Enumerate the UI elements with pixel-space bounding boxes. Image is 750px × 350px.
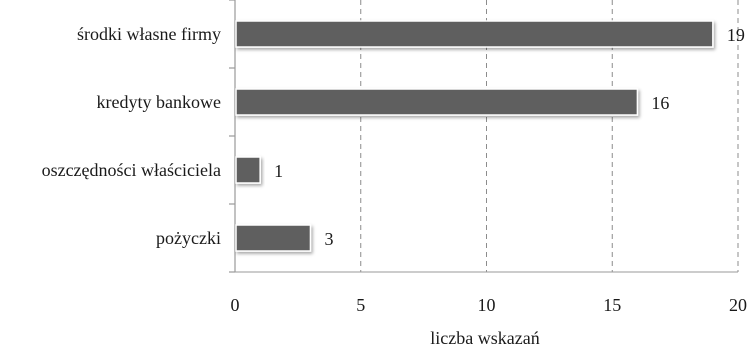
- x-axis-title: liczba wskazań: [430, 328, 539, 345]
- data-label: 3: [324, 229, 333, 249]
- bar: [235, 156, 261, 184]
- axes: [229, 0, 738, 273]
- x-tick-label: 15: [603, 295, 621, 315]
- labels: 0 5 10 15 20 środki własne firmy 19 kredyty ban…: [42, 24, 747, 315]
- x-tick-label: 0: [231, 295, 240, 315]
- category-label: środki własne firmy: [77, 24, 221, 44]
- data-label: 16: [651, 93, 669, 113]
- bar: [235, 224, 312, 252]
- category-label: oszczędności właściciela: [42, 160, 221, 180]
- x-tick-label: 10: [478, 295, 496, 315]
- bar: [235, 88, 639, 116]
- data-label: 19: [727, 25, 745, 45]
- category-label: kredyty bankowe: [97, 92, 221, 112]
- category-label: pożyczki: [156, 228, 221, 248]
- data-label: 1: [274, 161, 283, 181]
- bars: [235, 20, 714, 252]
- x-tick-label: 5: [356, 295, 365, 315]
- bar: [235, 20, 714, 48]
- x-tick-label: 20: [729, 295, 747, 315]
